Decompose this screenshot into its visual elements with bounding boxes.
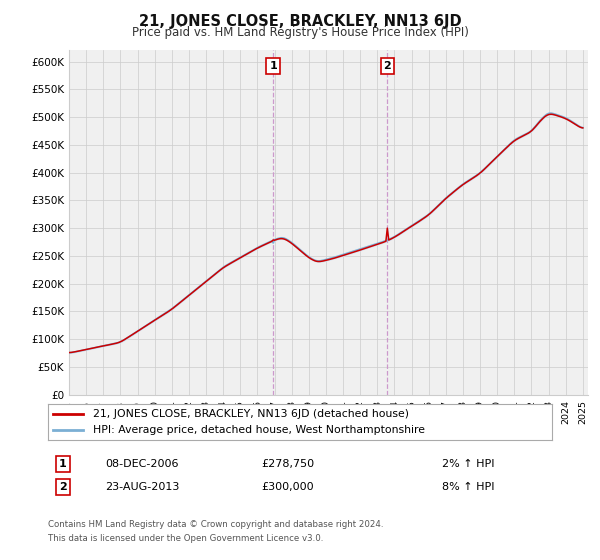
Text: 2% ↑ HPI: 2% ↑ HPI — [442, 459, 494, 469]
Text: 1: 1 — [269, 61, 277, 71]
Text: 2: 2 — [383, 61, 391, 71]
Text: 1: 1 — [59, 459, 67, 469]
Text: 23-AUG-2013: 23-AUG-2013 — [105, 482, 179, 492]
Text: Price paid vs. HM Land Registry's House Price Index (HPI): Price paid vs. HM Land Registry's House … — [131, 26, 469, 39]
Text: Contains HM Land Registry data © Crown copyright and database right 2024.: Contains HM Land Registry data © Crown c… — [48, 520, 383, 529]
Text: £278,750: £278,750 — [262, 459, 314, 469]
Text: 2: 2 — [59, 482, 67, 492]
Text: This data is licensed under the Open Government Licence v3.0.: This data is licensed under the Open Gov… — [48, 534, 323, 543]
Text: 08-DEC-2006: 08-DEC-2006 — [105, 459, 179, 469]
Text: 8% ↑ HPI: 8% ↑ HPI — [442, 482, 494, 492]
Text: HPI: Average price, detached house, West Northamptonshire: HPI: Average price, detached house, West… — [94, 426, 425, 436]
Text: 21, JONES CLOSE, BRACKLEY, NN13 6JD (detached house): 21, JONES CLOSE, BRACKLEY, NN13 6JD (det… — [94, 409, 409, 419]
Text: 21, JONES CLOSE, BRACKLEY, NN13 6JD: 21, JONES CLOSE, BRACKLEY, NN13 6JD — [139, 14, 461, 29]
Text: £300,000: £300,000 — [262, 482, 314, 492]
